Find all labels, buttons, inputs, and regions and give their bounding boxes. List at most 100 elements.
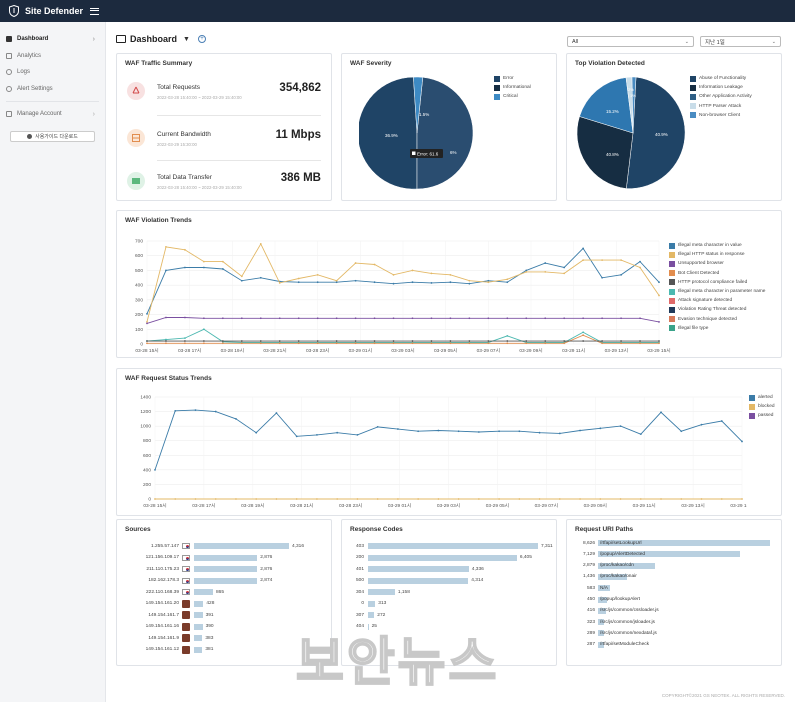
data-point xyxy=(221,260,224,263)
sidebar-item-logs[interactable]: Logs xyxy=(0,64,105,81)
data-point xyxy=(278,340,281,342)
card-title: WAF Violation Trends xyxy=(125,217,192,224)
data-point xyxy=(336,498,339,500)
legend-item[interactable]: Illegal file type xyxy=(669,324,765,333)
legend-item[interactable]: Attack signature detected xyxy=(669,296,765,305)
data-transfer-value: 386 MB xyxy=(280,172,321,184)
legend-item[interactable]: alerted xyxy=(749,393,775,402)
data-point xyxy=(411,281,414,284)
source-row[interactable]: 121.156.109.17 2,876 xyxy=(145,554,273,561)
traffic-summary-card: WAF Traffic Summary Total Requests 2022-… xyxy=(116,53,332,201)
data-point xyxy=(146,340,148,342)
uri-row[interactable]: 323/src/js/common/jsloader.js xyxy=(586,619,655,626)
uri-row[interactable]: 8,626/rtfapi/setLookupUrl xyxy=(567,538,773,548)
add-icon[interactable]: + xyxy=(197,35,206,43)
legend-item[interactable]: Other Application Activity xyxy=(690,92,752,101)
data-point xyxy=(255,431,258,434)
data-point xyxy=(477,498,480,500)
response-code-row[interactable]: 404 25 xyxy=(355,623,377,630)
uri-row[interactable]: 416/src/js/common/cssloader.js xyxy=(586,607,659,614)
source-row[interactable]: 182.162.178.3 2,874 xyxy=(148,577,273,584)
source-row[interactable]: 149.154.161.20 428 xyxy=(145,599,215,608)
legend-item[interactable]: Critical xyxy=(494,92,531,101)
x-tick-label: 03-28 23시 xyxy=(339,503,362,509)
period-select[interactable]: 지난 1일 ⌄ xyxy=(700,36,781,47)
uri-row[interactable]: 583 N/A xyxy=(586,585,610,592)
legend-item[interactable]: HTTP Parser Attack xyxy=(690,102,752,111)
legend-item[interactable]: Abuse of Functionality xyxy=(690,74,752,83)
card-title: Sources xyxy=(125,526,151,533)
menu-toggle-icon[interactable] xyxy=(90,7,100,15)
sidebar-item-manage-account[interactable]: Manage Account › xyxy=(0,106,105,123)
y-tick-label: 200 xyxy=(143,482,151,488)
uri-row[interactable]: 450/popup/lookupAlert xyxy=(586,596,641,603)
source-row[interactable]: 149.154.161.12 381 xyxy=(145,645,214,654)
sidebar-item-label: Analytics xyxy=(17,52,42,59)
legend-item[interactable]: Illegal HTTP status in response xyxy=(669,250,765,259)
y-tick-label: 700 xyxy=(135,239,143,245)
legend-item[interactable]: Non-browser Client xyxy=(690,111,752,120)
data-point xyxy=(316,317,319,320)
response-code-row[interactable]: 304 1,158 xyxy=(355,589,410,595)
data-point xyxy=(538,498,541,500)
legend-item[interactable]: HTTP protocol compliance failed xyxy=(669,278,765,287)
legend-item[interactable]: Illegal meta character in value xyxy=(669,241,765,250)
transfer-icon xyxy=(127,172,145,190)
response-code-row[interactable]: 403 7,311 xyxy=(355,543,553,549)
data-point xyxy=(601,340,604,342)
source-row[interactable]: 222.110.168.39 865 xyxy=(146,589,225,595)
data-point xyxy=(146,312,148,315)
response-code-row[interactable]: 401 4,336 xyxy=(355,566,484,572)
data-point xyxy=(457,498,460,500)
legend-item[interactable]: passed xyxy=(749,411,775,420)
source-row[interactable]: 149.154.161.16 390 xyxy=(145,622,214,631)
top-violation-legend: Abuse of Functionality Information Leaka… xyxy=(690,74,752,120)
pie-label-b: 36.9% xyxy=(385,133,398,138)
flag-icon xyxy=(182,566,190,572)
data-point xyxy=(579,498,581,500)
sidebar-item-analytics[interactable]: Analytics xyxy=(0,48,105,65)
legend-item[interactable]: Bot Client Detected xyxy=(669,269,765,278)
filter-select-all[interactable]: All ⌄ xyxy=(567,36,694,47)
uri-row[interactable]: 2,879/proc/kakao/cdn xyxy=(567,561,773,571)
data-point xyxy=(356,498,359,500)
download-guide-button[interactable]: 사용가이드 다운로드 xyxy=(10,130,95,142)
bar xyxy=(598,619,605,626)
series-line xyxy=(146,328,659,343)
source-row[interactable]: 211.110.175.23 2,876 xyxy=(146,566,273,572)
flag-icon xyxy=(182,554,190,561)
response-code-row[interactable]: 500 4,314 xyxy=(355,577,484,584)
data-point xyxy=(240,342,243,345)
legend-item[interactable]: Evasion technique detected xyxy=(669,315,765,324)
legend-item[interactable]: Information Leakage xyxy=(690,83,752,92)
source-row[interactable]: 149.154.161.7 391 xyxy=(148,611,214,619)
uri-paths-card: Request URI Paths 8,626/rtfapi/setLookup… xyxy=(566,519,782,666)
bar xyxy=(598,540,770,546)
data-point xyxy=(563,340,566,342)
sidebar-item-alert-settings[interactable]: Alert Settings xyxy=(0,81,105,98)
response-code-row[interactable]: 200 6,405 xyxy=(355,554,532,561)
bar xyxy=(598,551,741,558)
data-point xyxy=(487,317,490,320)
response-code-row[interactable]: 0 313 xyxy=(361,600,387,607)
legend-item[interactable]: Illegal meta character in parameter name xyxy=(669,287,765,296)
sidebar-item-dashboard[interactable]: Dashboard › xyxy=(0,31,105,48)
data-point xyxy=(146,322,148,325)
response-code-row[interactable]: 307 272 xyxy=(355,612,386,618)
uri-row[interactable]: 7,129/popup/AlertDetected xyxy=(567,549,773,559)
legend-item[interactable]: blocked xyxy=(749,402,775,411)
uri-row[interactable]: 287/rtfapi/setModuleCheck xyxy=(586,641,650,648)
source-row[interactable]: 149.154.161.9 383 xyxy=(148,634,214,642)
uri-row[interactable]: 289/src/js/common/nexdataf.js xyxy=(586,630,657,637)
bar xyxy=(598,573,627,580)
legend-item[interactable]: Informational xyxy=(494,83,531,92)
legend-item[interactable]: Unsupported browser xyxy=(669,259,765,268)
avatar-icon xyxy=(182,611,190,619)
source-row[interactable]: 1.255.57.147 4,316 xyxy=(150,543,305,549)
data-point xyxy=(680,498,683,500)
caret-down-icon[interactable]: ▼ xyxy=(183,35,190,43)
legend-item[interactable]: Error xyxy=(494,74,531,83)
legend-item[interactable]: Violation Rating Threat detected xyxy=(669,305,765,314)
uri-row[interactable]: 1,436/proc/kakao/onair xyxy=(582,573,637,580)
data-point xyxy=(154,468,156,471)
